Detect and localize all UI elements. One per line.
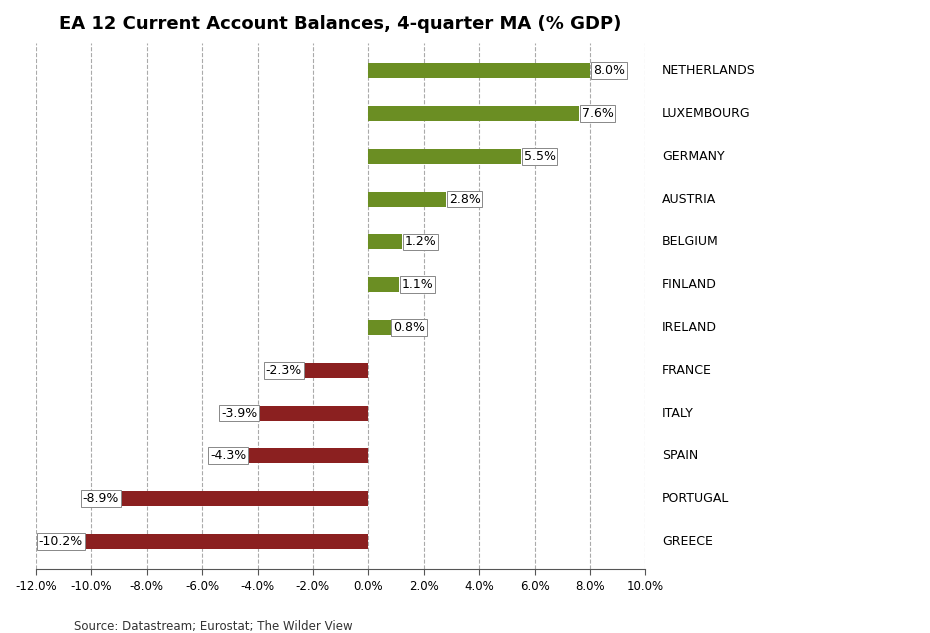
Text: 0.8%: 0.8% bbox=[393, 321, 425, 334]
Title: EA 12 Current Account Balances, 4-quarter MA (% GDP): EA 12 Current Account Balances, 4-quarte… bbox=[60, 15, 622, 33]
Text: FINLAND: FINLAND bbox=[662, 278, 717, 291]
Text: GREECE: GREECE bbox=[662, 535, 713, 548]
Text: GERMANY: GERMANY bbox=[662, 150, 724, 163]
Text: 1.1%: 1.1% bbox=[402, 278, 433, 291]
Bar bbox=[249, 448, 368, 463]
Text: -3.9%: -3.9% bbox=[221, 406, 258, 420]
Text: 2.8%: 2.8% bbox=[449, 192, 481, 206]
Text: -4.3%: -4.3% bbox=[210, 449, 246, 462]
Bar bbox=[86, 534, 368, 549]
Text: -8.9%: -8.9% bbox=[83, 492, 119, 505]
Text: BELGIUM: BELGIUM bbox=[662, 235, 719, 248]
Bar bbox=[260, 406, 368, 420]
Bar bbox=[368, 277, 399, 292]
Text: 7.6%: 7.6% bbox=[582, 107, 614, 120]
Text: 8.0%: 8.0% bbox=[592, 64, 625, 77]
Text: -2.3%: -2.3% bbox=[266, 364, 302, 377]
Bar bbox=[368, 234, 402, 249]
Bar bbox=[368, 192, 446, 206]
Text: SPAIN: SPAIN bbox=[662, 449, 698, 462]
Text: IRELAND: IRELAND bbox=[662, 321, 717, 334]
Bar bbox=[122, 491, 368, 506]
Text: 5.5%: 5.5% bbox=[524, 150, 555, 163]
Bar bbox=[368, 320, 391, 335]
Bar bbox=[368, 106, 579, 121]
Text: LUXEMBOURG: LUXEMBOURG bbox=[662, 107, 751, 120]
Text: -10.2%: -10.2% bbox=[39, 535, 83, 548]
Text: PORTUGAL: PORTUGAL bbox=[662, 492, 729, 505]
Text: ITALY: ITALY bbox=[662, 406, 694, 420]
Text: 1.2%: 1.2% bbox=[405, 235, 436, 248]
Bar bbox=[305, 363, 368, 378]
Text: FRANCE: FRANCE bbox=[662, 364, 712, 377]
Text: Source: Datastream; Eurostat; The Wilder View: Source: Datastream; Eurostat; The Wilder… bbox=[74, 620, 353, 633]
Bar bbox=[368, 63, 590, 78]
Text: AUSTRIA: AUSTRIA bbox=[662, 192, 716, 206]
Text: NETHERLANDS: NETHERLANDS bbox=[662, 64, 756, 77]
Bar bbox=[368, 149, 521, 164]
